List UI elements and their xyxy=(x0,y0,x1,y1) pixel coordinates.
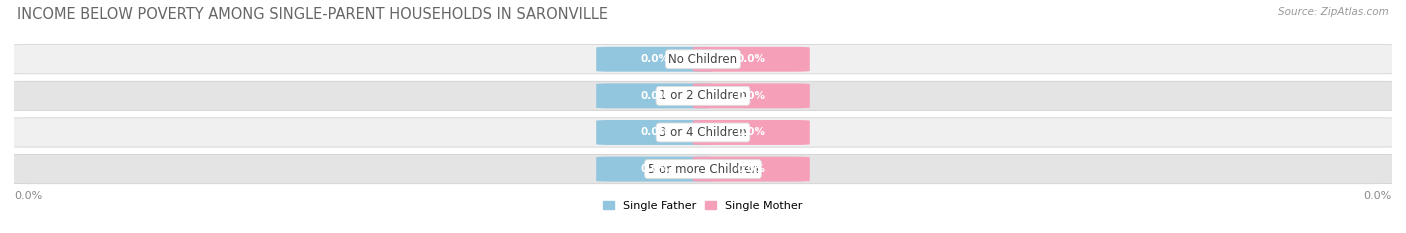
FancyBboxPatch shape xyxy=(596,83,713,108)
Text: 0.0%: 0.0% xyxy=(640,164,669,174)
FancyBboxPatch shape xyxy=(693,47,810,72)
Text: 0.0%: 0.0% xyxy=(1364,191,1392,201)
FancyBboxPatch shape xyxy=(596,47,713,72)
Legend: Single Father, Single Mother: Single Father, Single Mother xyxy=(600,199,806,213)
FancyBboxPatch shape xyxy=(596,157,713,182)
FancyBboxPatch shape xyxy=(693,157,810,182)
Text: 0.0%: 0.0% xyxy=(640,54,669,64)
Text: 5 or more Children: 5 or more Children xyxy=(648,163,758,176)
FancyBboxPatch shape xyxy=(693,83,810,108)
FancyBboxPatch shape xyxy=(693,120,810,145)
Text: No Children: No Children xyxy=(668,53,738,66)
Text: 1 or 2 Children: 1 or 2 Children xyxy=(659,89,747,102)
Text: 0.0%: 0.0% xyxy=(737,91,766,101)
Text: 0.0%: 0.0% xyxy=(640,127,669,137)
Text: 0.0%: 0.0% xyxy=(737,127,766,137)
Text: 0.0%: 0.0% xyxy=(737,54,766,64)
FancyBboxPatch shape xyxy=(0,45,1406,74)
FancyBboxPatch shape xyxy=(0,81,1406,110)
Text: 0.0%: 0.0% xyxy=(640,91,669,101)
Text: 3 or 4 Children: 3 or 4 Children xyxy=(659,126,747,139)
FancyBboxPatch shape xyxy=(0,154,1406,184)
Text: Source: ZipAtlas.com: Source: ZipAtlas.com xyxy=(1278,7,1389,17)
Text: 0.0%: 0.0% xyxy=(14,191,42,201)
Text: INCOME BELOW POVERTY AMONG SINGLE-PARENT HOUSEHOLDS IN SARONVILLE: INCOME BELOW POVERTY AMONG SINGLE-PARENT… xyxy=(17,7,607,22)
FancyBboxPatch shape xyxy=(596,120,713,145)
Text: 0.0%: 0.0% xyxy=(737,164,766,174)
FancyBboxPatch shape xyxy=(0,118,1406,147)
